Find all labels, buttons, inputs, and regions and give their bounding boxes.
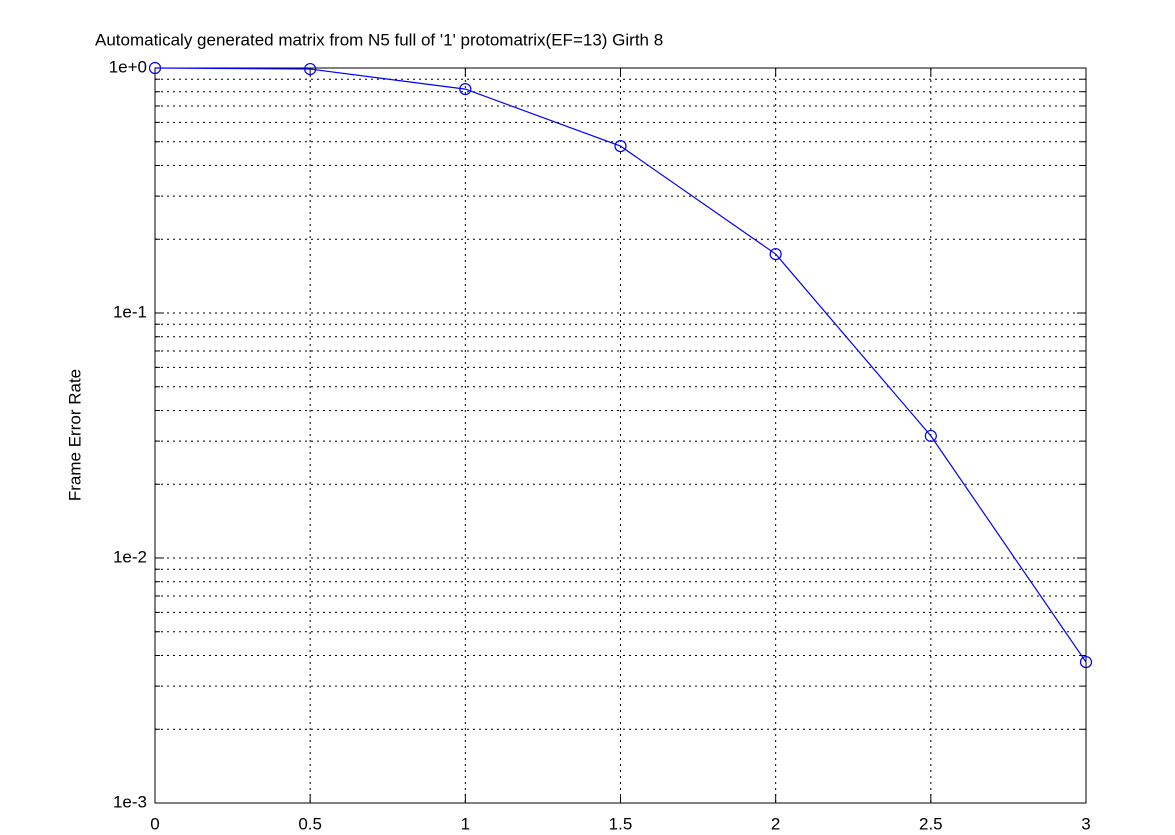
data-point <box>304 62 317 76</box>
chart-title: Automaticaly generated matrix from N5 fu… <box>95 30 663 49</box>
x-tick-label: 0.5 <box>298 814 322 833</box>
x-tick-label: 3 <box>1081 814 1090 833</box>
x-tick-label: 1 <box>461 814 470 833</box>
data-point <box>1079 655 1093 669</box>
y-tick-label: 1e+0 <box>109 57 147 76</box>
data-point <box>769 247 782 261</box>
data-point <box>148 61 162 75</box>
y-axis-label: Frame Error Rate <box>65 369 84 501</box>
y-tick-label: 1e-3 <box>113 792 147 811</box>
data-point <box>614 139 627 153</box>
x-tick-label: 2 <box>771 814 780 833</box>
y-tick-label: 1e-1 <box>113 302 147 321</box>
x-tick-label: 0 <box>150 814 159 833</box>
data-point <box>924 429 937 443</box>
y-tick-label: 1e-2 <box>113 547 147 566</box>
series-line <box>154 67 1087 663</box>
x-tick-label: 2.5 <box>919 814 943 833</box>
x-tick-label: 1.5 <box>609 814 633 833</box>
data-point <box>459 83 472 96</box>
